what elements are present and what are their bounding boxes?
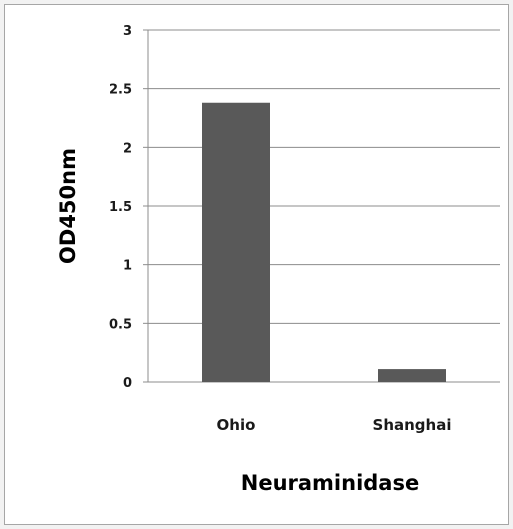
bar-ohio [202, 102, 270, 382]
y-tick-label: 1.5 [109, 200, 132, 215]
x-category-label: Ohio [217, 416, 256, 434]
labels: 0 0.5 1 1.5 2 2.5 3 Ohio Shanghai [109, 24, 452, 434]
y-tick-label: 3 [123, 24, 132, 39]
axes [143, 29, 149, 383]
y-tick-label: 2.5 [109, 83, 132, 98]
bar-shanghai [378, 369, 446, 382]
y-tick-label: 0 [123, 376, 132, 391]
x-axis-title: Neuraminidase [241, 471, 419, 495]
y-tick-label: 0.5 [109, 317, 132, 332]
y-tick-label: 1 [123, 259, 132, 274]
gridlines [148, 29, 500, 383]
y-axis-title: OD450nm [56, 148, 80, 264]
x-category-label: Shanghai [373, 416, 452, 434]
bars [202, 102, 446, 382]
y-tick-label: 2 [123, 141, 132, 156]
